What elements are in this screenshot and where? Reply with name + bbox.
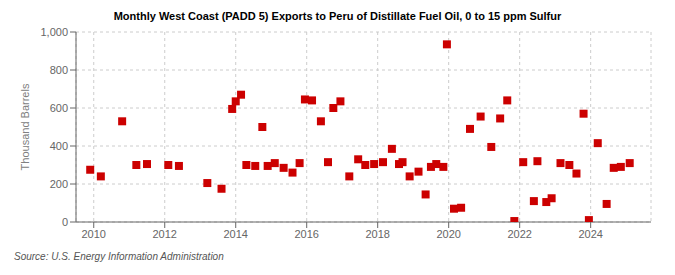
html-text:Monthly West Coast (PADD 5) Ex: Monthly West Coast (PADD 5) Exports to P… — [113, 10, 562, 22]
svg-text:Thousand Barrels: Thousand Barrels — [19, 83, 31, 170]
svg-text:600: 600 — [50, 102, 68, 114]
svg-text:2020: 2020 — [436, 228, 460, 240]
svg-text:2022: 2022 — [507, 228, 531, 240]
svg-text:800: 800 — [50, 64, 68, 76]
svg-text:2018: 2018 — [365, 228, 389, 240]
html-text:Source: U.S. Energy Informatio: Source: U.S. Energy Information Administ… — [14, 251, 224, 262]
svg-text:1,000: 1,000 — [40, 26, 68, 38]
svg-text:2014: 2014 — [223, 228, 247, 240]
svg-text:400: 400 — [50, 140, 68, 152]
svg-text:2012: 2012 — [152, 228, 176, 240]
svg-text:0: 0 — [62, 216, 68, 228]
svg-text:2016: 2016 — [294, 228, 318, 240]
svg-text:2010: 2010 — [82, 228, 106, 240]
svg-text:200: 200 — [50, 178, 68, 190]
svg-text:2024: 2024 — [578, 228, 602, 240]
